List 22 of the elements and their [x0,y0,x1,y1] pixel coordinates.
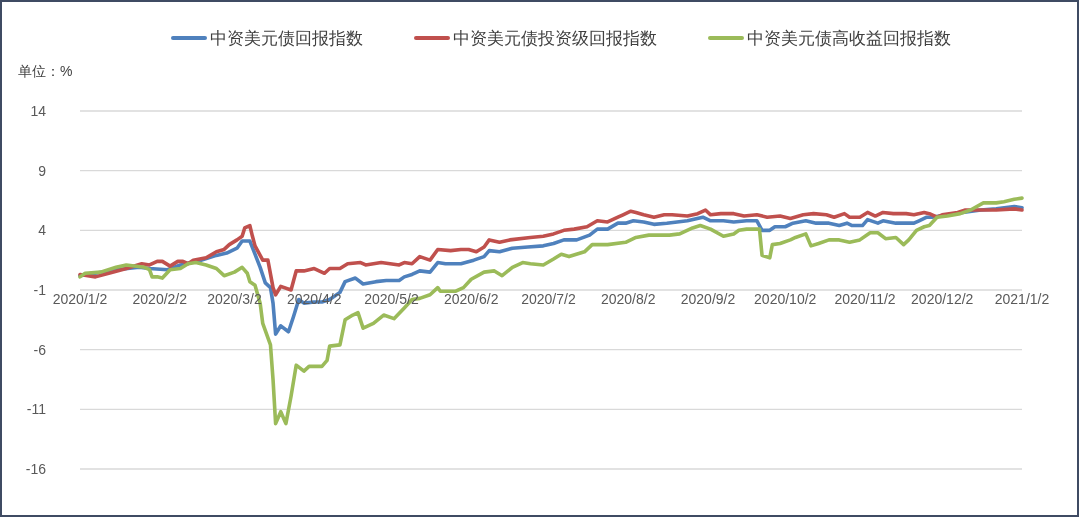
x-tick-label: 2020/5/2 [364,291,419,307]
legend-label: 中资美元债回报指数 [210,29,363,48]
y-tick-label: 14 [30,103,46,119]
x-tick-label: 2020/1/2 [52,291,108,307]
y-tick-label: 9 [38,162,46,179]
y-tick-label: -6 [33,341,46,358]
x-tick-label: 2021/1/2 [994,291,1050,307]
legend-label: 中资美元债高收益回报指数 [747,29,951,48]
x-tick-label: 2020/6/2 [443,291,499,307]
x-tick-label: 2020/2/2 [132,291,188,307]
x-tick-label: 2020/11/2 [834,291,896,307]
y-tick-label: -11 [26,401,46,418]
y-axis-title: 单位：% [18,63,73,79]
x-tick-label: 2020/12/2 [911,291,974,307]
y-tick-label: -1 [33,282,46,298]
x-tick-label: 2020/7/2 [521,291,576,307]
x-tick-label: 2020/9/2 [680,291,736,307]
y-tick-label: 4 [38,222,46,239]
y-tick-label: -16 [25,461,46,477]
x-tick-label: 2020/8/2 [600,291,656,307]
legend-label: 中资美元债投资级回报指数 [453,29,657,48]
x-tick-label: 2020/10/2 [754,291,817,307]
